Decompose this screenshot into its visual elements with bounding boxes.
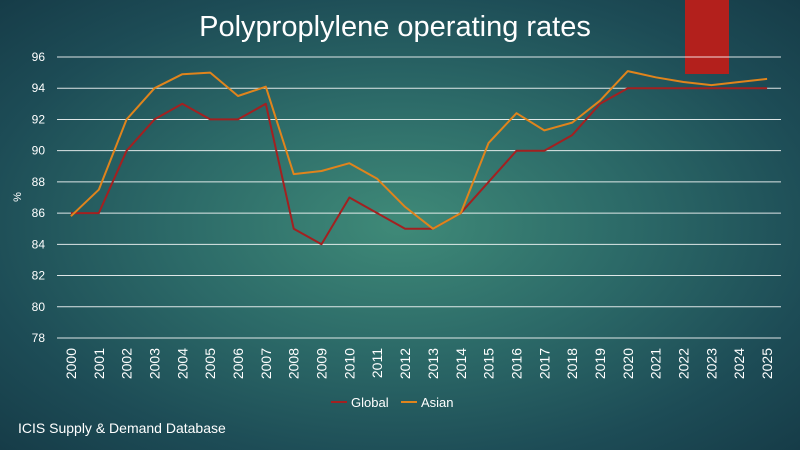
y-tick-label: 80 xyxy=(32,300,46,314)
x-tick-label: 2005 xyxy=(202,348,218,379)
x-tick-label: 2012 xyxy=(397,348,413,379)
x-tick-label: 2010 xyxy=(341,348,357,379)
x-tick-label: 2019 xyxy=(592,348,608,379)
x-tick-label: 2018 xyxy=(564,348,580,379)
highlight-marker xyxy=(685,0,729,74)
y-axis-label: % xyxy=(12,192,24,202)
gridlines xyxy=(57,56,781,339)
x-tick-label: 2014 xyxy=(453,348,469,379)
x-tick-label: 2009 xyxy=(314,348,330,379)
x-tick-label: 2013 xyxy=(425,348,441,379)
legend-label: Asian xyxy=(421,395,454,410)
x-tick-label: 2015 xyxy=(481,348,497,379)
x-tick-label: 2004 xyxy=(174,348,190,379)
y-tick-label: 92 xyxy=(32,112,46,126)
x-tick-label: 2001 xyxy=(91,348,107,379)
y-tick-label: 88 xyxy=(32,175,46,189)
y-tick-label: 84 xyxy=(32,237,46,251)
x-tick-label: 2024 xyxy=(731,348,747,379)
x-tick-label: 2017 xyxy=(536,348,552,379)
chart-title: Polyproplylene operating rates xyxy=(199,11,591,43)
x-tick-label: 2011 xyxy=(369,348,385,378)
x-tick-label: 2000 xyxy=(63,348,79,379)
x-tick-label: 2022 xyxy=(676,348,692,379)
x-tick-label: 2003 xyxy=(146,348,162,379)
y-tick-label: 86 xyxy=(32,206,46,220)
series-line-asian xyxy=(70,70,768,230)
x-tick-label: 2007 xyxy=(258,348,274,379)
x-axis-ticks: 2000 2001 2002 2003 2004 2005 2006 2007 2008 2009… xyxy=(63,348,775,379)
y-tick-label: 96 xyxy=(32,50,46,64)
source-note: ICIS Supply & Demand Database xyxy=(18,420,226,436)
legend-label: Global xyxy=(351,395,389,410)
x-tick-label: 2016 xyxy=(508,348,524,379)
y-axis-ticks: 78 80 82 84 86 88 90 92 94 96 xyxy=(32,50,46,345)
legend: Global Asian xyxy=(331,395,454,410)
y-tick-label: 82 xyxy=(32,269,46,283)
x-tick-label: 2021 xyxy=(648,348,664,379)
y-tick-label: 90 xyxy=(32,144,46,158)
series-line-global xyxy=(70,87,768,246)
x-tick-label: 2020 xyxy=(620,348,636,379)
series-lines xyxy=(70,70,768,246)
x-tick-label: 2008 xyxy=(286,348,302,379)
x-tick-label: 2025 xyxy=(759,348,775,379)
x-tick-label: 2023 xyxy=(703,348,719,379)
y-tick-label: 78 xyxy=(32,331,46,345)
x-tick-label: 2002 xyxy=(119,348,135,379)
y-tick-label: 94 xyxy=(32,81,46,95)
x-tick-label: 2006 xyxy=(230,348,246,379)
